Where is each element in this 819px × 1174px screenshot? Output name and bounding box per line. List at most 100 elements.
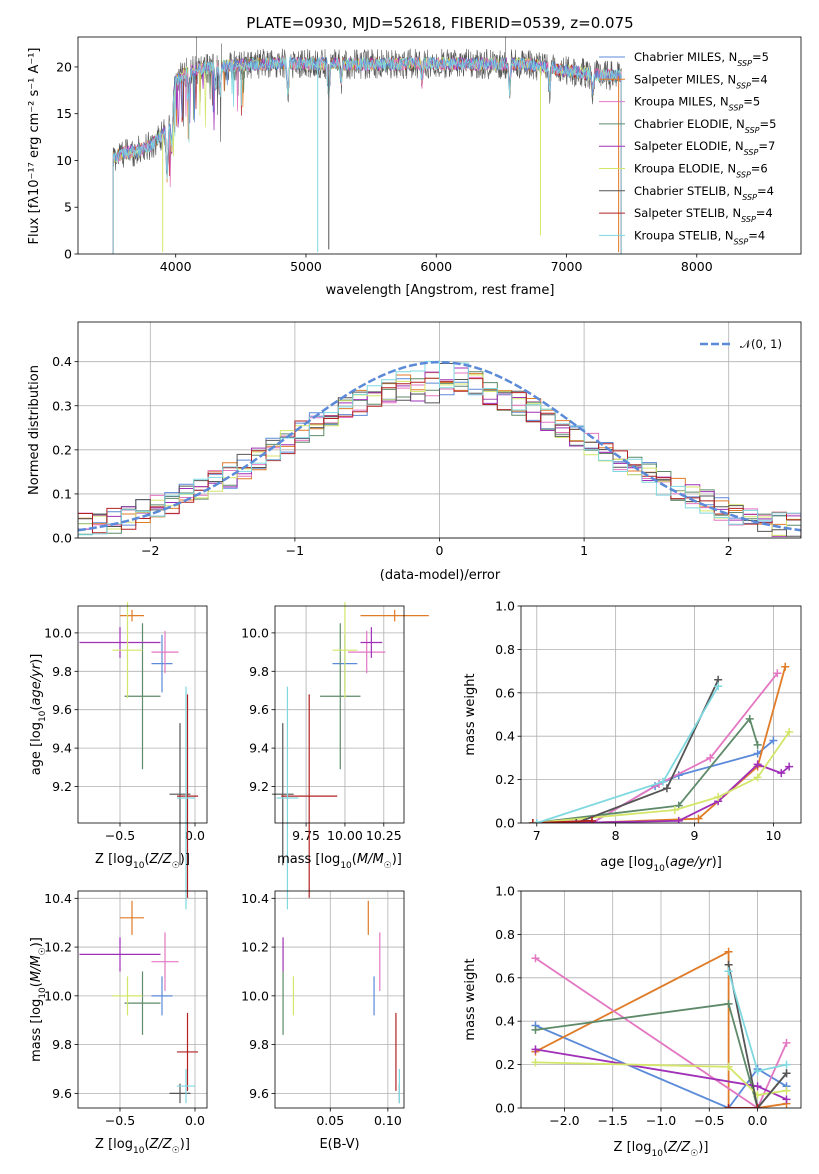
y-tick-label: 0.8	[495, 642, 515, 657]
y-axis-label: Flux [fλ10⁻¹⁷ erg cm⁻² s⁻¹ A⁻¹]	[27, 48, 42, 245]
y-tick-label: 0.4	[495, 1014, 515, 1029]
x-axis-label: age [log10(age/yr)]	[600, 855, 722, 874]
error-bar-kroupa_miles	[151, 630, 179, 674]
error-bar-kroupa_stelib	[177, 686, 195, 910]
mass-weight-vs-age-panel: 7 8 9 10 0.0 0.2 0.4 0.6 0.8 1.0 age [log10(age/yr…	[463, 599, 802, 874]
legend: Chabrier MILES, NSSP=5 Salpeter MILES, NS…	[599, 50, 776, 246]
y-tick-label: 9.8	[249, 664, 269, 679]
error-bar-salpeter_stelib	[177, 1012, 198, 1091]
axes-frame	[274, 890, 405, 1109]
ticks: 4000 5000 6000 7000 8000 0 5 10 15 20	[56, 59, 713, 274]
legend-entry: Chabrier MILES, NSSP=5	[634, 50, 769, 68]
x-axis-label: mass [log10(M/M☉)]	[277, 852, 402, 871]
error-bar-chabrier_elodie	[124, 623, 161, 770]
x-axis-label: (data-model)/error	[380, 568, 501, 583]
series-line	[560, 763, 790, 823]
age-vs-mass-panel: 9.75 10.00 10.25 9.2 9.4 9.6 9.8 10.0 mass [log1…	[241, 602, 429, 910]
error-bar-salpeter_miles	[360, 609, 429, 622]
series-line	[534, 957, 788, 1108]
y-tick-label: 9.8	[52, 664, 72, 679]
y-tick-label: 9.6	[249, 1086, 269, 1101]
series-point	[531, 954, 540, 963]
ticks: −0.5 0.0 9.6 9.8 10.0 10.2 10.4	[44, 891, 205, 1128]
y-tick-label: 9.6	[249, 702, 269, 717]
y-tick-label: 10.2	[241, 940, 269, 955]
series-point	[658, 777, 667, 786]
error-bar-kroupa_miles	[348, 630, 386, 674]
legend-entry: Chabrier STELIB, NSSP=4	[634, 184, 774, 202]
series-point	[531, 1045, 540, 1054]
axes-frame	[77, 605, 208, 824]
y-tick-label: 0.0	[495, 816, 515, 831]
x-tick-label: 6000	[420, 259, 452, 274]
y-tick-label: 0.0	[52, 531, 72, 546]
y-tick-label: 10.4	[44, 891, 72, 906]
series-point	[694, 814, 703, 823]
histogram-kroupa_stelib	[78, 360, 801, 536]
grid	[275, 891, 404, 1108]
series-kroupa_elodie	[531, 1058, 791, 1099]
x-axis-label: Z [log10(Z/Z☉)]	[95, 1137, 190, 1156]
series-salpeter_elodie	[531, 1045, 791, 1104]
y-tick-label: 0.6	[495, 970, 515, 985]
mass-vs-metallicity-panel: −0.5 0.0 9.6 9.8 10.0 10.2 10.4 Z [log10(Z/Z☉)]…	[29, 890, 208, 1156]
y-axis-label: mass [log10(M/M☉)]	[29, 937, 48, 1062]
series-line	[727, 964, 788, 1108]
series-point	[724, 1104, 733, 1108]
x-tick-label: 9.75	[292, 828, 320, 843]
x-axis-label: wavelength [Angstrom, rest frame]	[326, 283, 555, 298]
x-tick-label: 2	[725, 543, 733, 558]
error-bar-chabrier_stelib	[271, 723, 294, 866]
series-point	[714, 792, 723, 801]
axes-frame	[520, 890, 802, 1109]
y-tick-label: 9.4	[52, 741, 72, 756]
series-point	[531, 1058, 540, 1067]
legend-entry: Salpeter MILES, NSSP=4	[634, 72, 768, 90]
error-bars	[79, 900, 198, 1104]
y-tick-label: 0.2	[495, 772, 515, 787]
x-tick-label: −1	[286, 543, 304, 558]
series-point	[714, 682, 723, 691]
x-tick-label: 7000	[551, 259, 583, 274]
y-tick-label: 1.0	[495, 884, 515, 899]
y-tick-label: 10.0	[241, 988, 269, 1003]
legend-entry-gaussian: 𝒩(0, 1)	[740, 337, 782, 351]
y-tick-label: 10.0	[44, 988, 72, 1003]
series-kroupa_stelib	[532, 682, 723, 823]
series-point	[753, 1104, 762, 1108]
error-bar-kroupa_elodie	[112, 602, 143, 699]
spectrum-panel: 4000 5000 6000 7000 8000 0 5 10 15 20 Chabrier MIL…	[27, 36, 802, 298]
series-point	[528, 819, 537, 823]
y-tick-label: 10	[56, 153, 72, 168]
spectrum-line-kroupa_stelib	[112, 56, 622, 254]
y-tick-label: 9.8	[249, 1037, 269, 1052]
legend-entry: Kroupa ELODIE, NSSP=6	[634, 162, 768, 180]
error-bar-chabrier_elodie	[124, 971, 161, 1035]
series-point	[753, 1067, 762, 1076]
figure-title: PLATE=0930, MJD=52618, FIBERID=0539, z=0…	[246, 14, 633, 32]
x-tick-label: 0.0	[748, 1113, 768, 1128]
series-point	[769, 736, 778, 745]
x-tick-label: −2	[141, 543, 159, 558]
error-bar-chabrier_miles	[151, 634, 173, 693]
x-axis-label: E(B-V)	[319, 1137, 359, 1152]
y-axis-label: age [log10(age/yr)]	[29, 654, 48, 776]
ticks: −2 −1 0 1 2 0.0 0.1 0.2 0.3 0.4	[52, 354, 733, 558]
error-bar-salpeter_elodie	[79, 937, 161, 972]
legend-entry: Salpeter ELODIE, NSSP=7	[634, 139, 775, 157]
series-point	[674, 816, 683, 823]
series-point	[753, 773, 762, 782]
y-tick-label: 10.0	[44, 625, 72, 640]
x-tick-label: 0.0	[185, 828, 205, 843]
age-vs-metallicity-panel: −0.5 0.0 9.2 9.4 9.6 9.8 10.0 Z [log10(Z/Z☉)] ag…	[29, 602, 208, 910]
ticks: 0.05 0.10 9.6 9.8 10.0 10.2 10.4	[241, 891, 402, 1128]
x-tick-label: 1	[580, 543, 588, 558]
y-tick-label: 0.1	[52, 486, 72, 501]
spectrum-line-chabrier_stelib	[112, 48, 622, 254]
axes-frame	[274, 605, 405, 824]
series-point	[782, 1038, 791, 1047]
histograms	[78, 360, 801, 538]
y-tick-label: 0.4	[495, 729, 515, 744]
series-point	[782, 1086, 791, 1095]
y-tick-label: 10.2	[44, 940, 72, 955]
